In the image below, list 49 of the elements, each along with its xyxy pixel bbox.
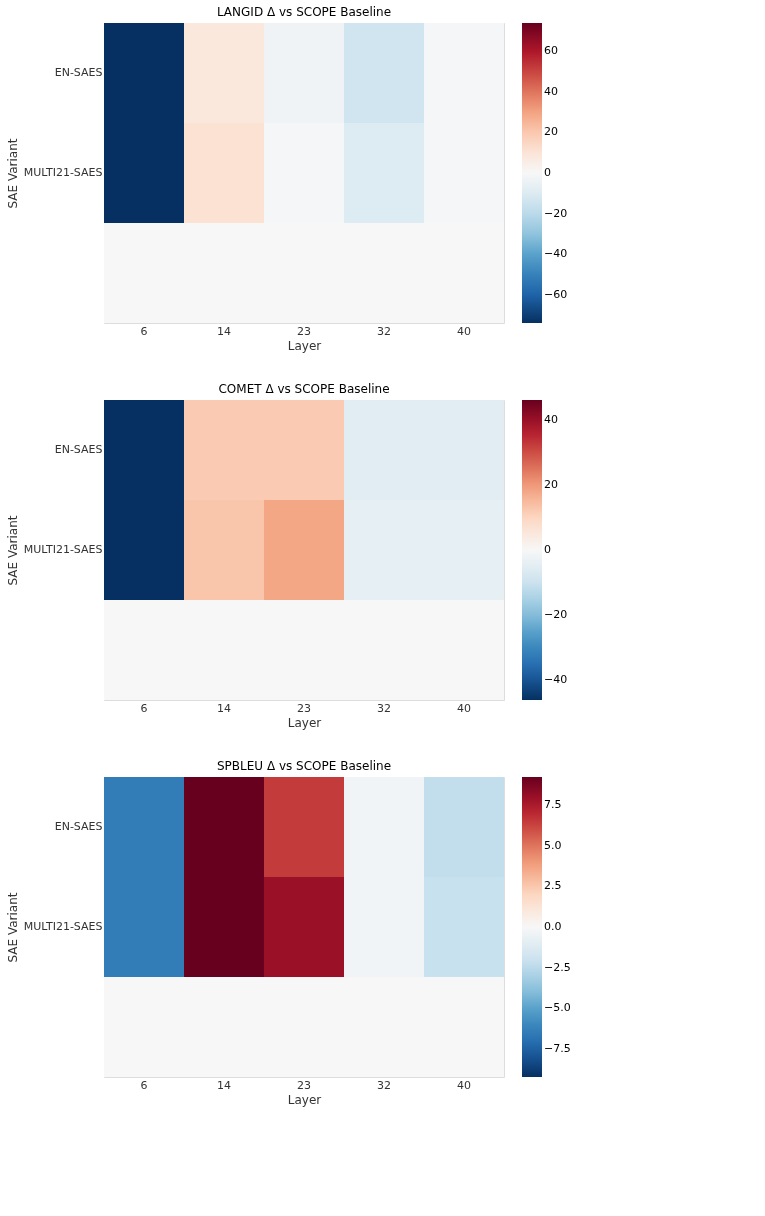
- x-tick-label: 40: [457, 701, 471, 715]
- color-bar-label: −20: [544, 608, 568, 622]
- x-tick-label: 32: [377, 324, 391, 338]
- color-bar-label: −60: [544, 287, 568, 301]
- color-bar-label: 60: [544, 44, 558, 58]
- color-bar-label: −5.0: [544, 1001, 571, 1015]
- x-tick-label: 40: [457, 324, 471, 338]
- color-bar-label: 5.0: [544, 838, 562, 852]
- x-tick-label: 6: [140, 1078, 148, 1092]
- x-tick-label: 6: [140, 701, 148, 715]
- y-tick-label: EN-SAES: [54, 443, 103, 456]
- color-bar-label: 40: [544, 84, 558, 98]
- y-axis-title: SAE Variant: [5, 892, 20, 963]
- x-tick-label: 14: [217, 1078, 231, 1092]
- color-bar-label: 40: [544, 412, 558, 426]
- x-tick-label: 23: [297, 701, 311, 715]
- y-tick-label: MULTI21-SAES: [23, 543, 103, 556]
- x-axis-title: Layer: [287, 338, 322, 353]
- color-bar-label: 0.0: [544, 920, 562, 933]
- y-axis-title: SAE Variant: [5, 138, 20, 209]
- x-tick-label: 14: [217, 324, 231, 338]
- color-bar-label: 20: [544, 125, 558, 139]
- color-bar-label: 7.5: [544, 798, 562, 812]
- y-tick-label: MULTI21-SAES: [23, 166, 103, 179]
- chart-title: COMET Δ vs SCOPE Baseline: [218, 382, 390, 396]
- color-bar-label: 2.5: [544, 879, 562, 893]
- x-tick-label: 40: [457, 1078, 471, 1092]
- x-axis-title: Layer: [287, 1092, 322, 1107]
- color-bar-label: 20: [544, 477, 558, 491]
- x-tick-label: 32: [377, 701, 391, 715]
- x-axis-title: Layer: [287, 715, 322, 730]
- y-tick-label: MULTI21-SAES: [23, 920, 103, 933]
- color-bar-label: −20: [544, 206, 568, 220]
- y-axis-title: SAE Variant: [5, 515, 20, 586]
- color-bar-label: 0: [544, 166, 551, 179]
- chart-title: SPBLEU Δ vs SCOPE Baseline: [216, 759, 392, 773]
- x-tick-label: 14: [217, 701, 231, 715]
- color-bar-label: −7.5: [544, 1041, 571, 1055]
- y-tick-label: EN-SAES: [54, 66, 103, 79]
- x-tick-label: 6: [140, 324, 148, 338]
- color-bar-label: −2.5: [544, 960, 571, 974]
- x-tick-label: 23: [297, 1078, 311, 1092]
- y-tick-label: EN-SAES: [54, 820, 103, 833]
- color-bar-label: −40: [544, 673, 568, 687]
- x-tick-label: 32: [377, 1078, 391, 1092]
- chart-title: LANGID Δ vs SCOPE Baseline: [216, 5, 392, 19]
- color-bar-label: 0: [544, 543, 551, 556]
- x-tick-label: 23: [297, 324, 311, 338]
- color-bar-label: −40: [544, 247, 568, 261]
